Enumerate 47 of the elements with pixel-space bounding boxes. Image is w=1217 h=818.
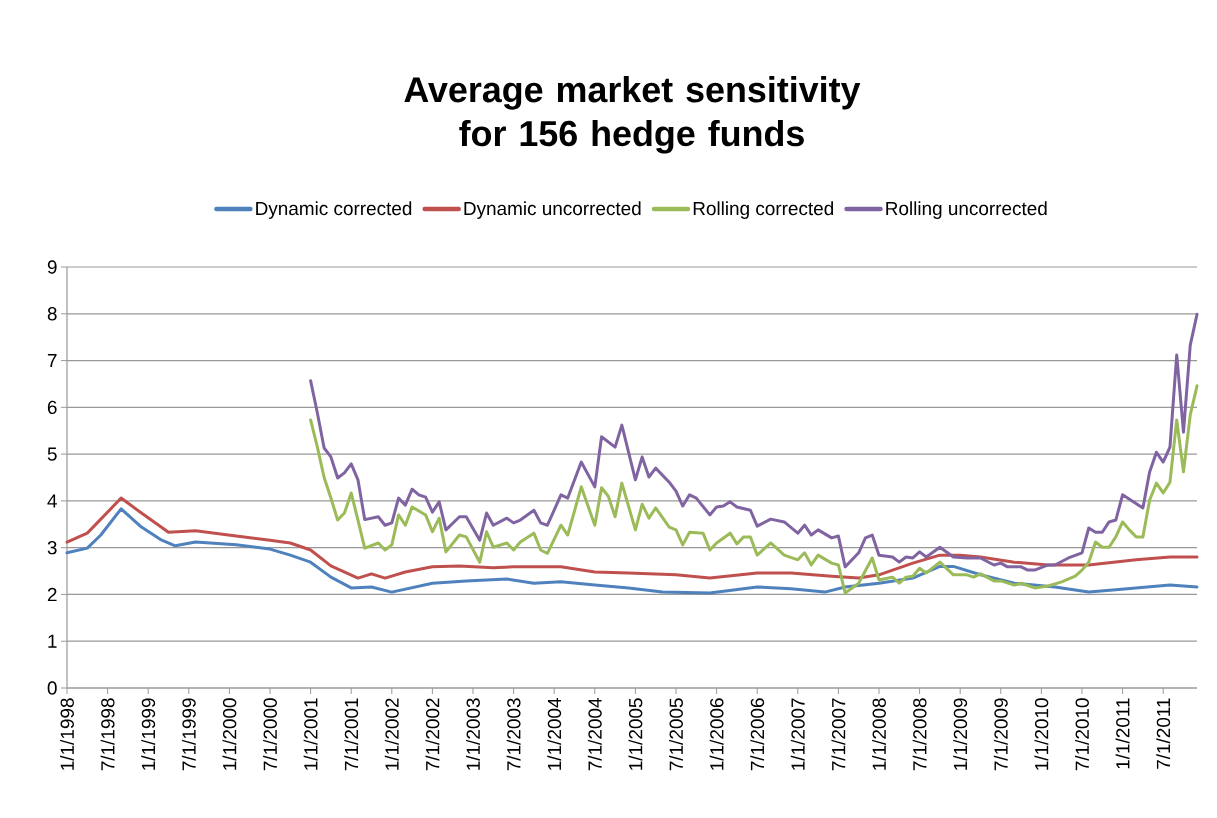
legend-label: Dynamic uncorrected (464, 201, 641, 219)
y-tick-label: 8 (47, 307, 57, 321)
x-tick-label: 1/1/2006 (709, 698, 724, 770)
y-tick-label: 7 (47, 354, 57, 368)
x-tick-label: 1/1/2005 (628, 698, 643, 770)
x-tick-label: 1/1/2003 (466, 698, 480, 770)
chart-title: Average market sensitivity for 156 hedge funds (404, 76, 861, 154)
y-tick-label: 1 (48, 634, 57, 648)
x-tick-label: 1/1/1998 (60, 698, 74, 770)
x-tick-label: 7/1/2007 (831, 698, 846, 771)
line-series (65, 507, 1199, 595)
x-tick-label: 7/1/2004 (587, 698, 602, 771)
x-tick-label: 7/1/2008 (912, 698, 927, 771)
x-tick-label: 7/1/1999 (181, 698, 196, 771)
x-tick-label: 7/1/2005 (669, 698, 683, 771)
x-tick-label: 1/1/2008 (872, 698, 886, 770)
y-tick-label: 2 (47, 587, 57, 602)
line-series (309, 312, 1199, 572)
y-tick-label: 3 (47, 540, 57, 555)
y-tick-label: 0 (47, 681, 57, 695)
x-tick-label: 7/1/2011 (1156, 698, 1171, 769)
x-tick-label: 7/1/2009 (993, 698, 1008, 771)
x-tick-label: 7/1/2000 (263, 698, 277, 771)
legend-label: Rolling corrected (693, 201, 834, 219)
x-tick-label: 1/1/2002 (384, 698, 399, 770)
x-tick-label: 1/1/2004 (547, 698, 562, 770)
y-tick-label: 9 (47, 260, 57, 274)
x-tick-label: 7/1/2010 (1075, 698, 1089, 771)
legend-label: Dynamic corrected (256, 201, 412, 219)
x-tick-label: 1/1/2007 (790, 698, 805, 770)
x-tick-label: 1/1/1999 (141, 698, 156, 770)
line-series (65, 496, 1199, 580)
x-tick-label: 7/1/2006 (750, 698, 765, 771)
x-tick-label: 1/1/2001 (303, 698, 318, 770)
x-tick-label: 1/1/2009 (953, 698, 968, 770)
x-tick-label: 7/1/2003 (506, 698, 521, 771)
x-tick-label: 7/1/1998 (100, 698, 115, 771)
x-tick-label: 7/1/2002 (425, 698, 440, 771)
y-tick-label: 6 (47, 400, 57, 415)
y-tick-label: 4 (47, 494, 57, 508)
y-tick-label: 5 (47, 447, 57, 461)
line-series (309, 384, 1199, 595)
x-tick-label: 1/1/2010 (1034, 698, 1049, 770)
legend-label: Rolling uncorrected (886, 201, 1047, 219)
x-tick-label: 1/1/2011 (1115, 698, 1130, 769)
x-tick-label: 1/1/2000 (222, 698, 237, 770)
x-tick-label: 7/1/2001 (344, 698, 359, 771)
